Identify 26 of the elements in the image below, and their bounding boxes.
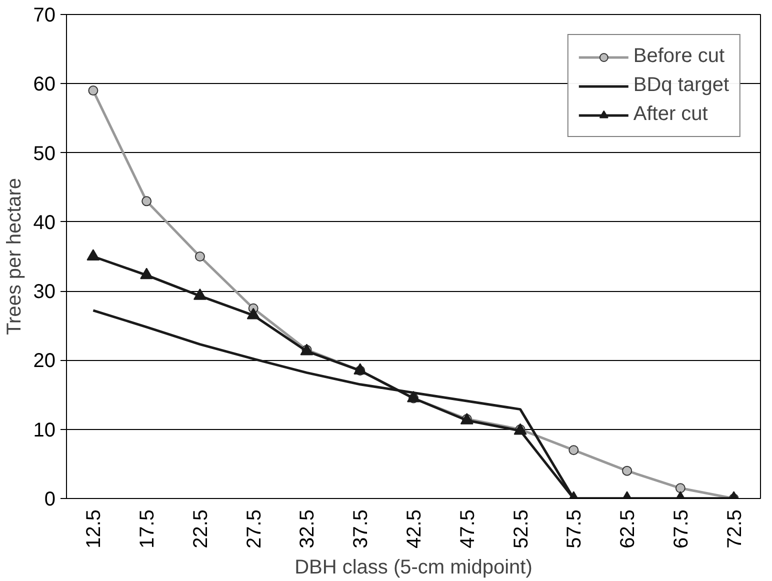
x-tick-label: 12.5 [83, 509, 106, 548]
x-tick-label: 67.5 [670, 509, 692, 548]
y-axis-title: Trees per hectare [3, 178, 26, 336]
y-tick-label: 50 [33, 142, 56, 165]
y-tick-label: 0 [44, 488, 56, 510]
x-tick-label: 32.5 [296, 509, 319, 548]
y-tick-label: 40 [33, 212, 56, 234]
x-tick-label: 17.5 [136, 509, 159, 548]
legend-label: After cut [633, 103, 708, 126]
x-tick-label: 37.5 [350, 509, 372, 548]
y-tick-label: 60 [33, 74, 56, 96]
x-tick-label: 47.5 [456, 509, 479, 548]
x-tick-label: 27.5 [243, 509, 266, 548]
y-tick-label: 20 [33, 350, 56, 372]
x-tick-label: 52.5 [510, 509, 532, 548]
x-axis-title: DBH class (5-cm midpoint) [294, 556, 532, 578]
x-tick-label: 22.5 [190, 509, 212, 548]
y-tick-label: 30 [33, 281, 56, 304]
y-tick-label: 10 [33, 419, 56, 442]
legend-label: Before cut [633, 45, 725, 68]
x-tick-label: 42.5 [404, 509, 426, 548]
x-tick-label: 57.5 [564, 509, 586, 548]
y-tick-label: 70 [33, 4, 56, 26]
x-tick-label: 62.5 [617, 509, 640, 548]
x-tick-label: 72.5 [724, 509, 746, 548]
legend-label: BDq target [633, 74, 729, 97]
